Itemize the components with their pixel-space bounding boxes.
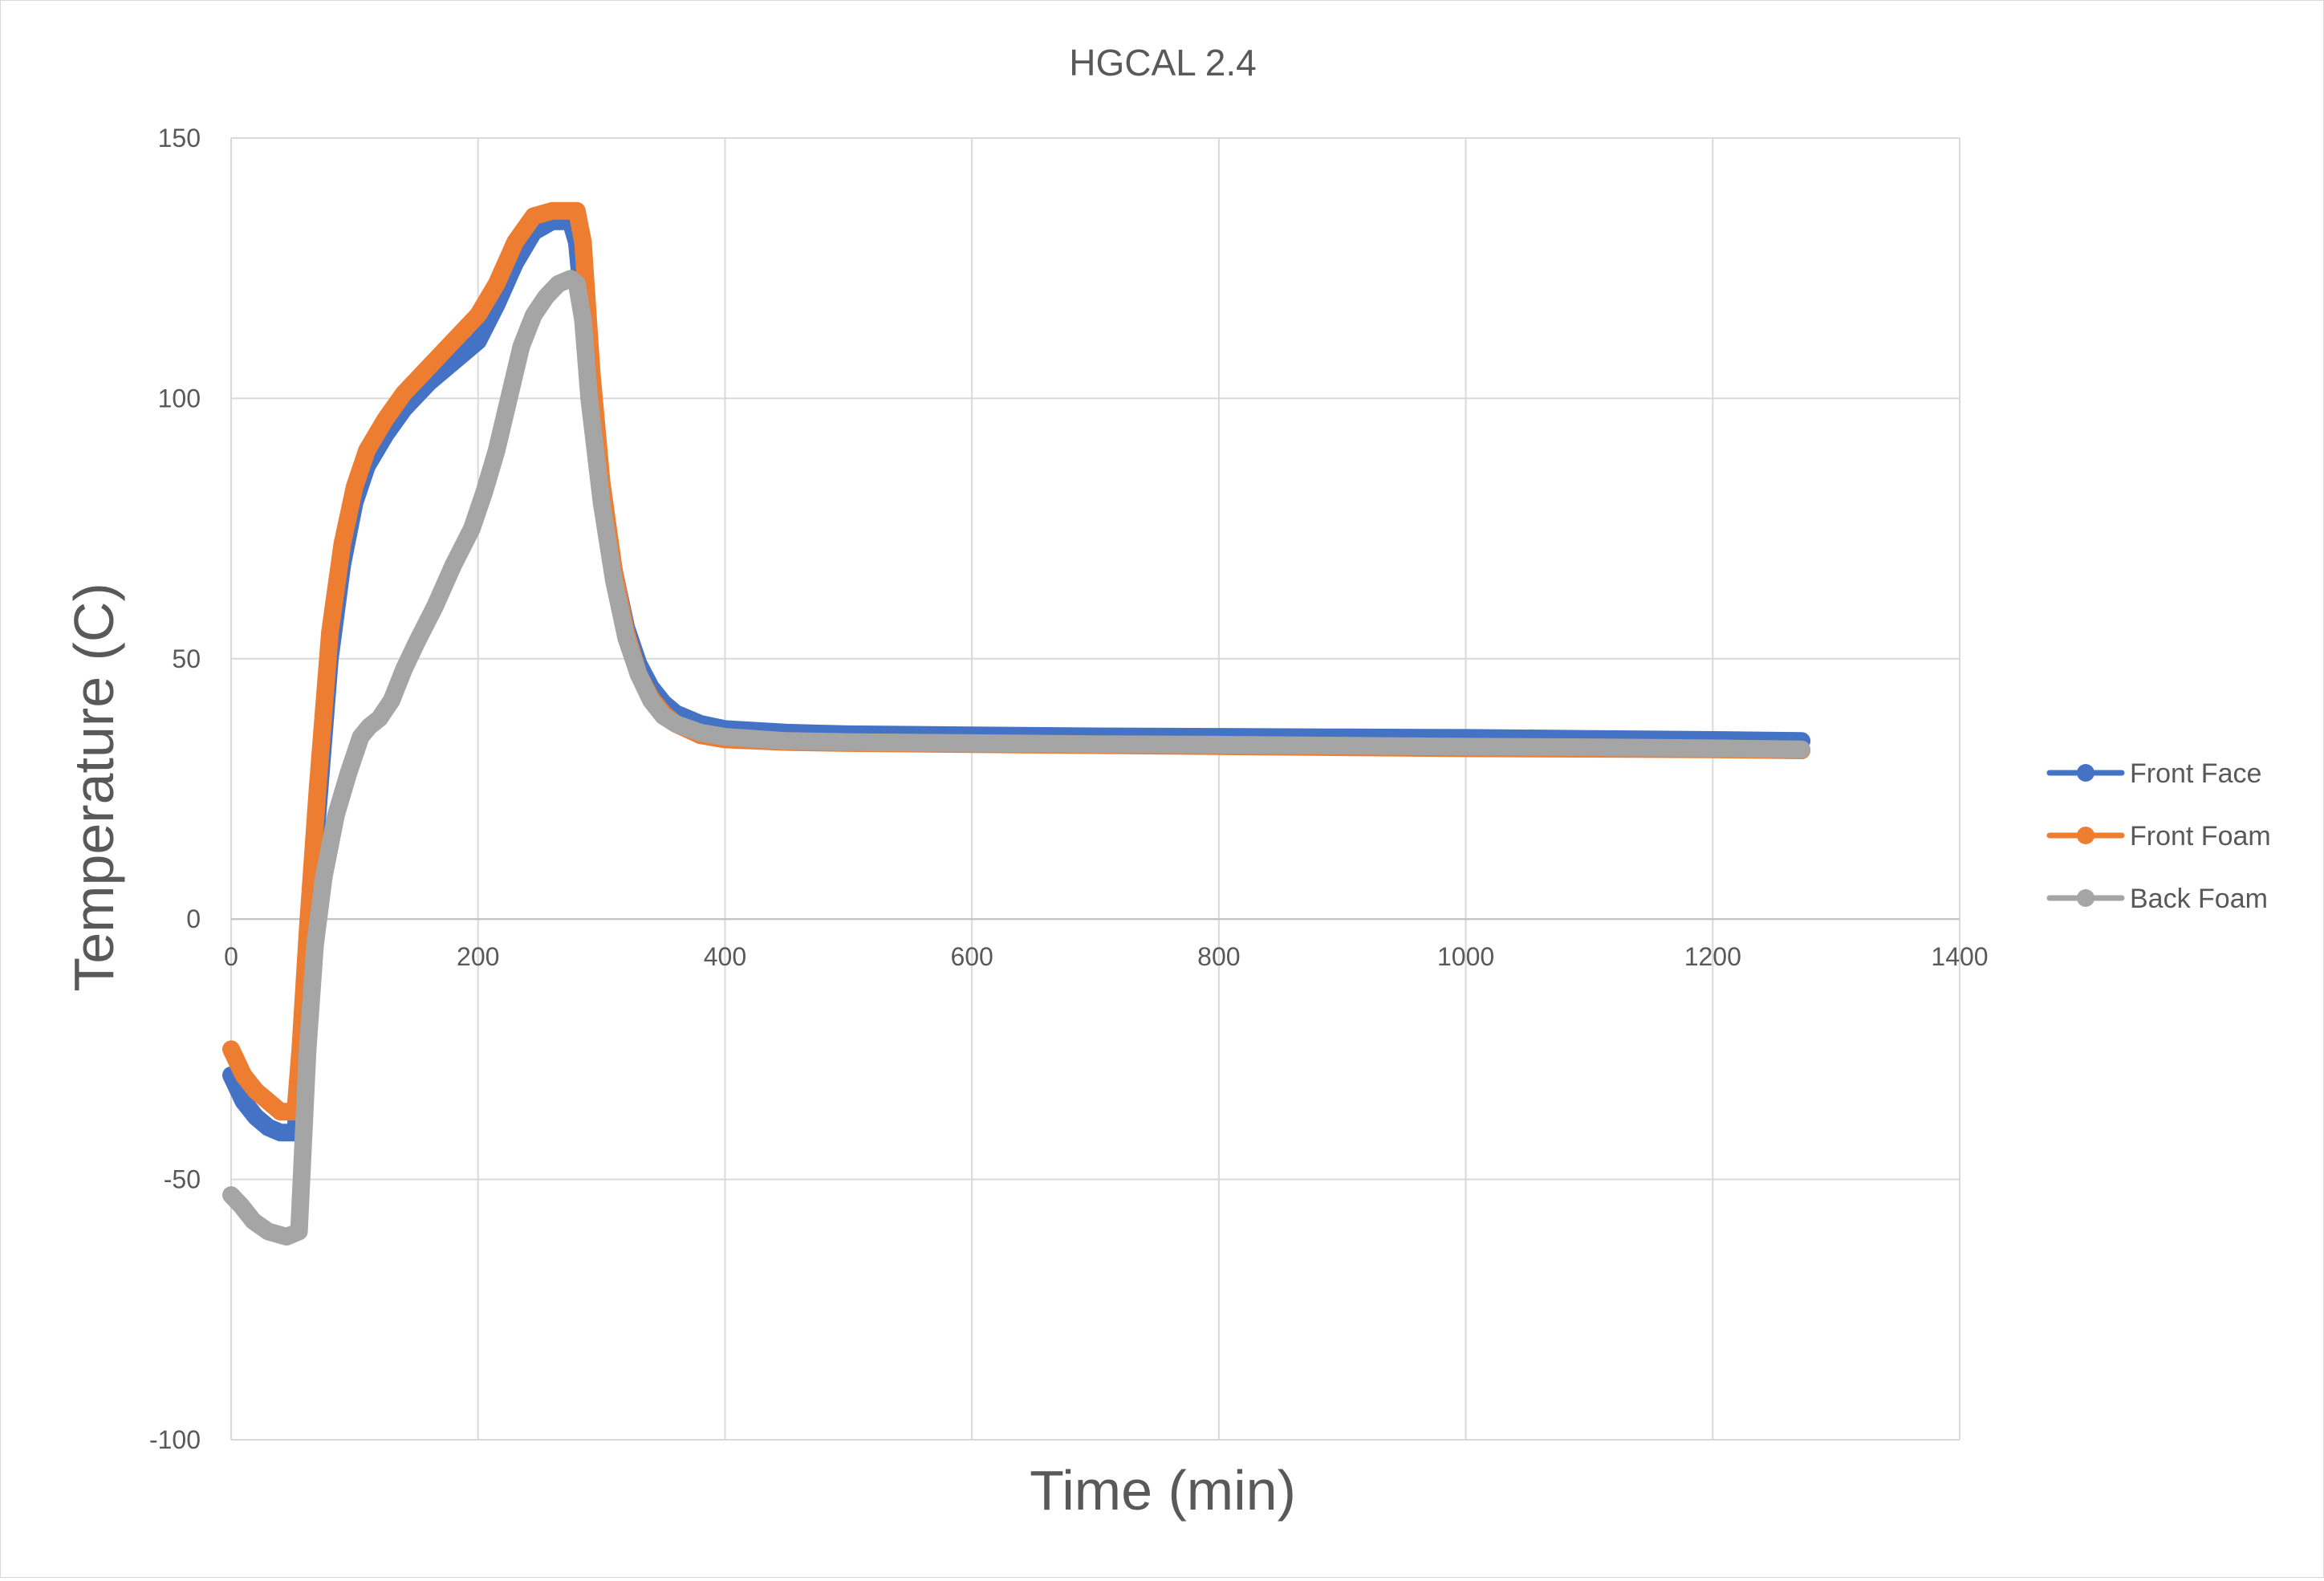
legend-label-front-face: Front Face — [2130, 758, 2261, 789]
y-tick-label: 100 — [158, 384, 201, 413]
y-tick-label: -100 — [149, 1425, 201, 1454]
legend-item-back-foam: Back Foam — [2046, 884, 2268, 914]
y-tick-label: 50 — [172, 644, 201, 673]
x-tick-label: 0 — [224, 942, 238, 971]
x-tick-label: 1000 — [1437, 942, 1494, 971]
chart-title: HGCAL 2.4 — [1069, 42, 1257, 83]
x-tick-label: 1200 — [1684, 942, 1741, 971]
legend-label-front-foam: Front Foam — [2130, 821, 2271, 851]
y-axis-title: Temperature (C) — [63, 583, 125, 992]
x-tick-label: 600 — [950, 942, 993, 971]
x-tick-label: 800 — [1197, 942, 1240, 971]
legend-item-front-foam: Front Foam — [2046, 821, 2271, 851]
legend-marker-front-face — [2077, 764, 2094, 782]
x-tick-label: 400 — [704, 942, 746, 971]
y-tick-label: 0 — [186, 904, 201, 933]
legend-item-front-face: Front Face — [2046, 758, 2261, 789]
legend-marker-front-foam — [2077, 827, 2094, 844]
grid-layer — [230, 137, 1960, 1441]
axis-layer: -100 -50 0 50 100 150 0 200 400 600 800 1000 1200 140… — [149, 124, 1989, 1454]
series-layer — [222, 201, 1811, 1246]
legend-marker-back-foam — [2077, 889, 2094, 907]
x-tick-label: 1400 — [1931, 942, 1988, 971]
legend: Front Face Front Foam Back Foam — [2046, 758, 2271, 914]
y-tick-label: -50 — [164, 1165, 201, 1194]
y-tick-label: 150 — [158, 124, 201, 152]
x-tick-label: 200 — [457, 942, 499, 971]
series-line-back-foam — [222, 270, 1811, 1246]
series-line-front-face — [222, 212, 1811, 1142]
legend-label-back-foam: Back Foam — [2130, 884, 2268, 914]
x-axis-title: Time (min) — [1030, 1459, 1296, 1522]
